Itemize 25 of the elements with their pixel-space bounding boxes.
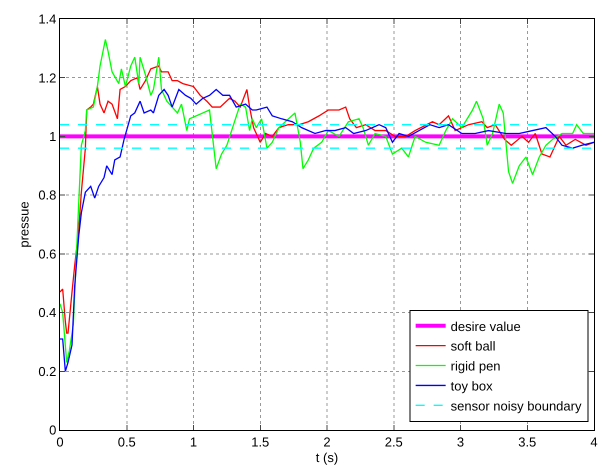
x-tick-label: 4 [590,434,598,450]
line-series [60,65,594,334]
x-tick-label: 1.5 [251,434,270,450]
x-tick-label: 3.5 [518,434,536,450]
y-tick-label: 0.4 [38,305,56,320]
y-tick-label: 0.2 [38,364,56,379]
y-tick-label: 1 [49,128,56,144]
x-axis-title: t (s) [316,450,338,466]
y-tick-label: 0.6 [38,246,56,262]
y-axis-title: pressue [16,201,32,248]
y-tick-label: 0 [49,422,56,438]
legend-label: sensor noisy boundary [450,398,582,414]
x-tick-label: 2 [323,434,331,450]
legend-label: soft ball [450,338,496,354]
y-tick-label: 0.8 [38,188,56,203]
legend-label: toy box [450,378,494,394]
line-series [60,88,594,372]
legend-label: desire value [450,318,521,334]
x-tick-label: 0.5 [118,434,136,450]
x-tick-label: 3 [456,434,464,450]
x-tick-label: 2.5 [384,434,403,450]
legend-label: rigid pen [450,358,501,374]
x-tick-label: 1 [190,434,198,450]
y-tick-label: 1.2 [38,70,56,86]
y-tick-label: 1.4 [38,12,56,27]
